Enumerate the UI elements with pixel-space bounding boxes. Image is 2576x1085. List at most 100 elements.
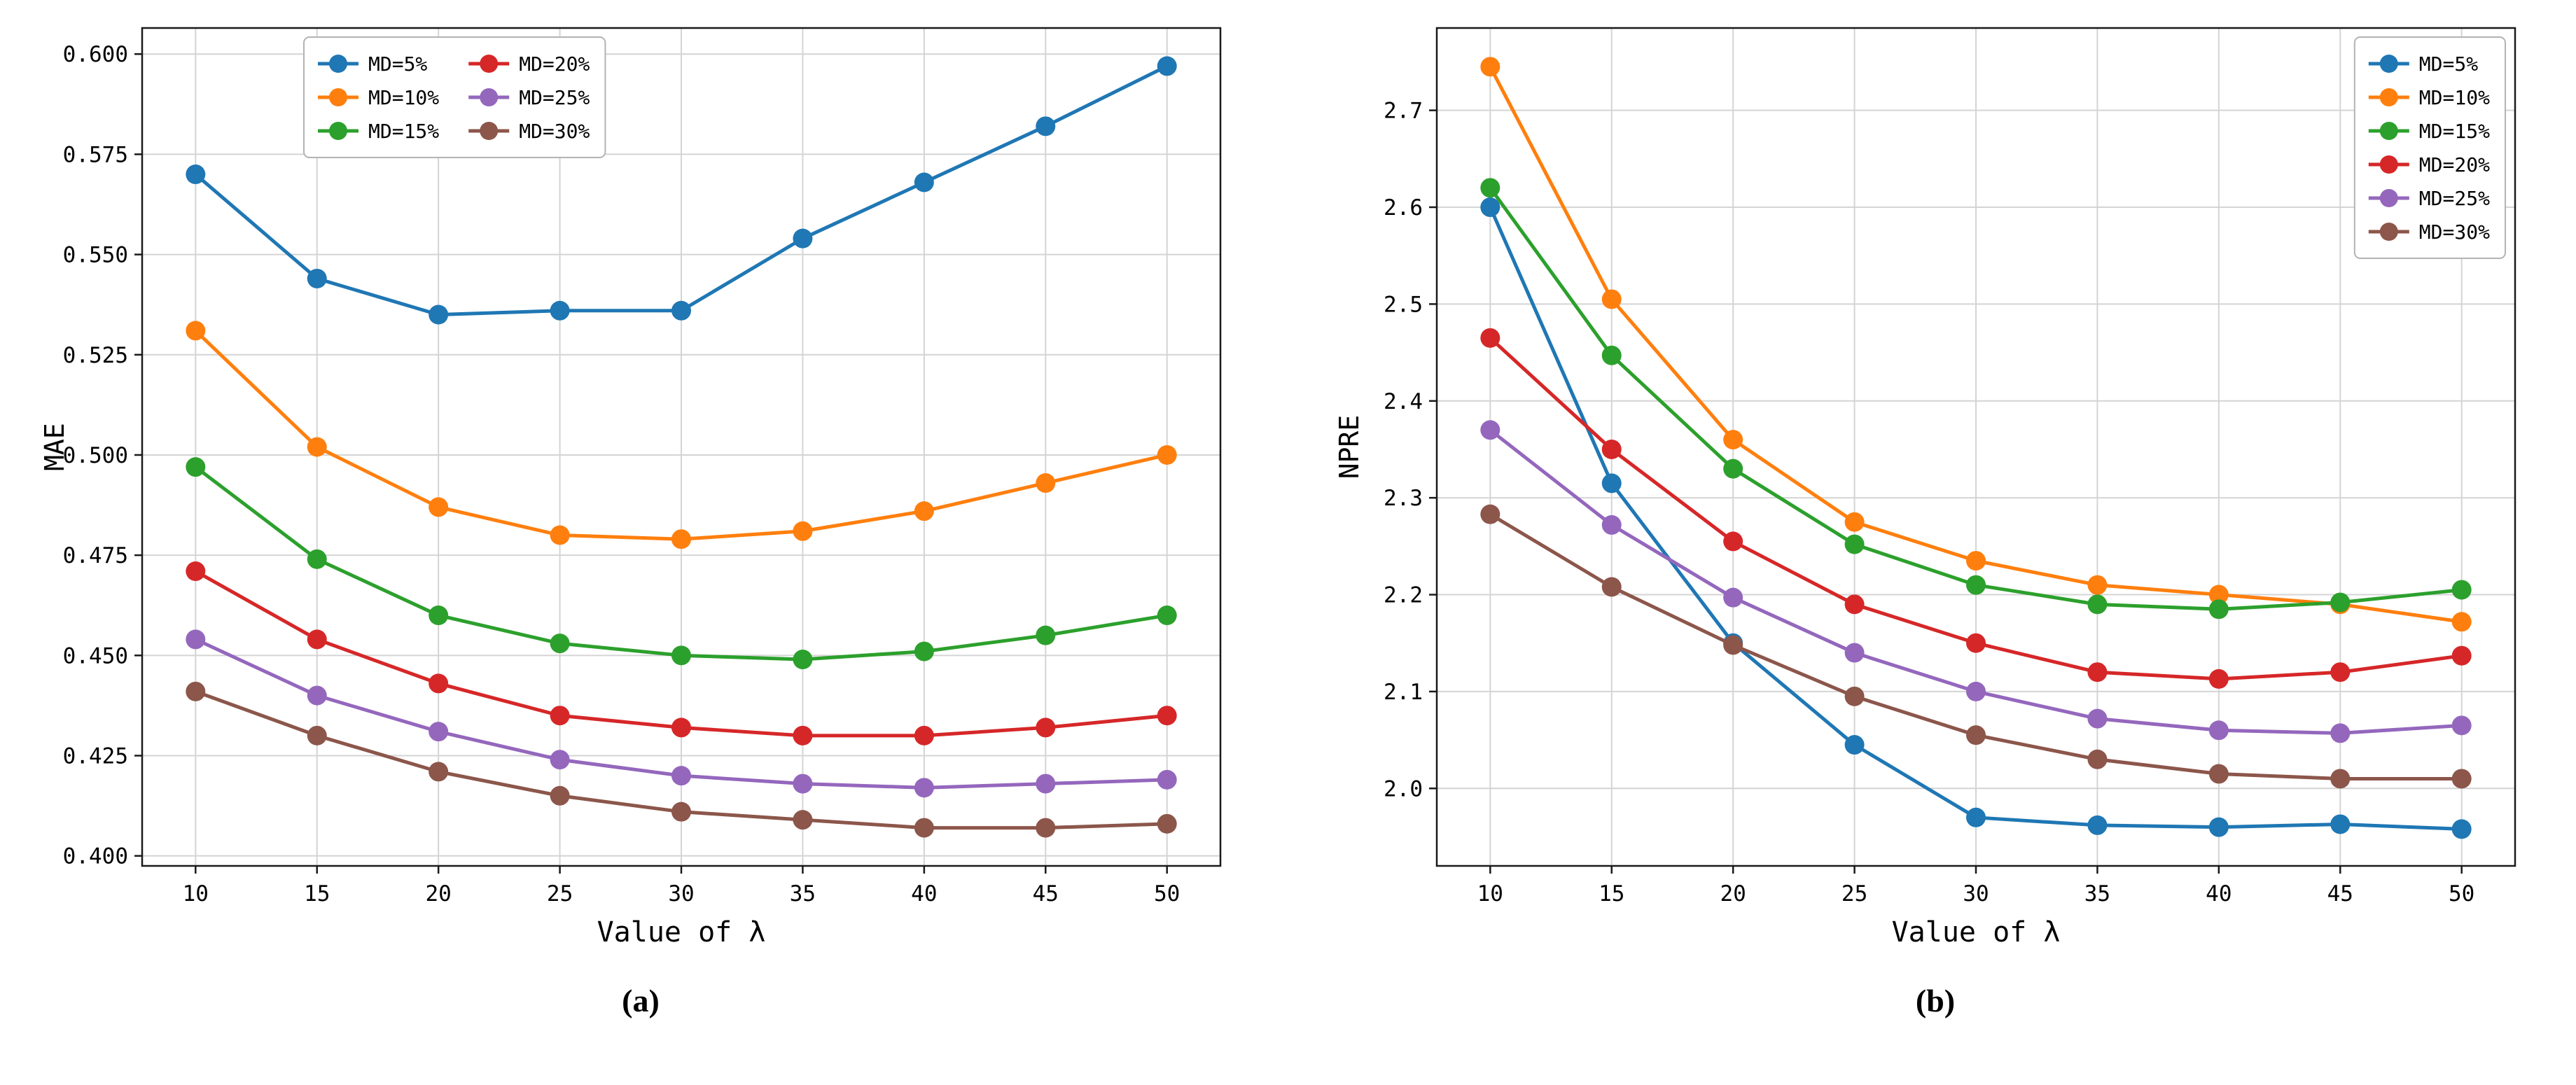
- data-point: [550, 785, 570, 806]
- y-tick-label: 0.500: [63, 443, 128, 468]
- x-tick-label: 10: [183, 881, 209, 906]
- data-point: [2330, 723, 2351, 743]
- legend-sample-marker: [2379, 155, 2398, 174]
- data-point: [914, 725, 934, 746]
- data-point: [1966, 725, 1986, 746]
- data-point: [2330, 814, 2351, 834]
- data-point: [2208, 584, 2229, 605]
- y-tick-label: 0.400: [63, 844, 128, 869]
- y-tick-label: 2.7: [1384, 99, 1423, 124]
- data-point: [671, 300, 691, 321]
- mae-line-chart: 10 15 20 25 30 35 40 45 50 0.400 0.425 0.450 0.475 0.…: [32, 8, 1250, 964]
- figure-b: 10 15 20 25 30 35 40 45 50 2.0 2.1 2.2 2.3 2.4 2.5 2.6 2…: [1326, 8, 2544, 1019]
- y-tick-label: 0.425: [63, 744, 128, 769]
- data-point: [2451, 645, 2472, 666]
- legend-label: MD=10%: [2419, 86, 2490, 109]
- legend-box: [303, 36, 606, 158]
- data-point: [429, 762, 449, 782]
- data-point: [671, 645, 691, 666]
- data-point: [914, 501, 934, 522]
- legend-sample-marker: [329, 88, 347, 106]
- data-point: [307, 725, 327, 746]
- data-point: [2208, 720, 2229, 741]
- legend-label: MD=25%: [519, 86, 590, 109]
- x-tick-label: 50: [2449, 881, 2474, 906]
- data-point: [1723, 531, 1743, 552]
- x-tick-label: 15: [1599, 881, 1624, 906]
- data-point: [1480, 420, 1501, 440]
- data-point: [307, 437, 327, 457]
- data-point: [1723, 430, 1743, 450]
- data-point: [1480, 328, 1501, 348]
- data-point: [429, 673, 449, 694]
- y-tick-label: 2.3: [1384, 486, 1423, 511]
- caption-b: (b): [1915, 983, 1956, 1018]
- legend-sample-marker: [2379, 223, 2398, 241]
- data-point: [307, 268, 327, 288]
- data-point: [186, 561, 206, 582]
- data-point: [1480, 57, 1501, 77]
- data-point: [2208, 817, 2229, 837]
- data-point: [2330, 662, 2351, 682]
- legend-label: MD=5%: [2419, 52, 2478, 76]
- data-point: [1036, 774, 1056, 794]
- legend-label: MD=25%: [2419, 187, 2490, 210]
- data-point: [2087, 749, 2108, 769]
- data-point: [1601, 345, 1622, 365]
- legend-label: MD=20%: [2419, 153, 2490, 176]
- data-point: [2451, 769, 2472, 789]
- data-point: [550, 525, 570, 545]
- x-tick-label: 40: [2206, 881, 2232, 906]
- data-point: [671, 718, 691, 738]
- data-point: [1844, 512, 1865, 532]
- data-point: [1966, 681, 1986, 701]
- data-point: [2087, 662, 2108, 682]
- data-point: [2087, 815, 2108, 835]
- data-point: [1157, 444, 1177, 465]
- data-point: [914, 172, 934, 192]
- data-point: [1844, 643, 1865, 663]
- legend-label: MD=10%: [368, 86, 439, 109]
- legend-sample-marker: [480, 88, 499, 106]
- y-axis-label: NPRE: [1334, 415, 1365, 479]
- data-point: [671, 766, 691, 786]
- data-point: [1601, 473, 1622, 493]
- legend-label: MD=30%: [519, 120, 590, 143]
- data-point: [671, 802, 691, 822]
- legend-sample-marker: [2379, 189, 2398, 207]
- y-tick-label: 0.450: [63, 643, 128, 668]
- legend-label: MD=5%: [368, 52, 427, 76]
- data-point: [1601, 514, 1622, 535]
- y-tick-label: 2.2: [1384, 583, 1423, 608]
- data-point: [2330, 769, 2351, 789]
- y-tick-label: 2.6: [1384, 195, 1423, 220]
- data-point: [2451, 819, 2472, 839]
- x-axis-label: Value of λ: [1892, 916, 2061, 948]
- data-point: [1723, 458, 1743, 479]
- legend-sample-marker: [480, 122, 499, 140]
- data-point: [550, 750, 570, 770]
- legend-label: MD=30%: [2419, 220, 2490, 244]
- data-point: [1480, 504, 1501, 524]
- data-point: [1601, 577, 1622, 597]
- data-point: [1966, 633, 1986, 653]
- data-point: [1480, 178, 1501, 198]
- data-point: [1601, 439, 1622, 459]
- x-tick-label: 45: [1033, 881, 1059, 906]
- data-point: [550, 634, 570, 654]
- npre-line-chart: 10 15 20 25 30 35 40 45 50 2.0 2.1 2.2 2.3 2.4 2.5 2.6 2…: [1326, 8, 2544, 964]
- data-point: [2451, 715, 2472, 736]
- y-tick-label: 0.550: [63, 243, 128, 268]
- data-point: [1723, 587, 1743, 608]
- x-tick-label: 20: [1720, 881, 1746, 906]
- x-axis-label: Value of λ: [597, 916, 766, 948]
- legend-sample-marker: [2379, 55, 2398, 73]
- data-point: [793, 774, 813, 794]
- y-axis-label: MAE: [39, 423, 70, 471]
- data-point: [1036, 818, 1056, 838]
- data-point: [914, 778, 934, 798]
- legend-label: MD=15%: [368, 120, 439, 143]
- data-point: [793, 725, 813, 746]
- data-point: [2208, 668, 2229, 689]
